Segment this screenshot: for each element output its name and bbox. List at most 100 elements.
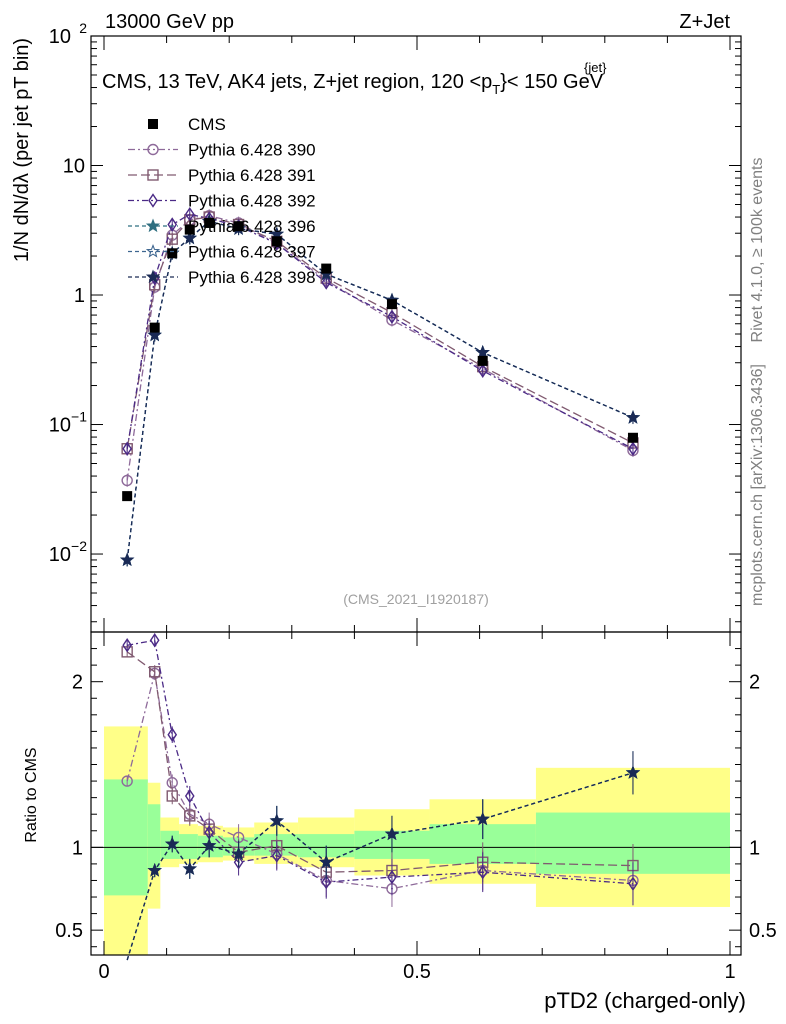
x-tick-label: 0.5 [403, 961, 431, 983]
ratio-point [628, 876, 638, 892]
legend-entry: Pythia 6.428 391 [128, 166, 316, 185]
x-tick-label: 0 [98, 961, 109, 983]
rivet-label: Rivet 4.1.0, ≥ 100k events [749, 158, 766, 343]
data-point [628, 441, 638, 457]
data-point [184, 207, 195, 222]
ratio-point [149, 666, 161, 678]
ratio-ylabel: Ratio to CMS [23, 747, 40, 842]
cms-point [204, 217, 215, 228]
ratio-point [122, 637, 133, 653]
data-point [182, 230, 197, 245]
legend-label: CMS [188, 115, 226, 134]
title-end: }< 150 GeV [500, 71, 604, 93]
ratio-point [167, 727, 178, 742]
cms-point [184, 224, 195, 235]
ratio-point [384, 826, 400, 841]
legend-entry: Pythia 6.428 390 [128, 141, 316, 160]
x-axis-label: pTD2 (charged-only) [544, 988, 746, 1013]
ratio-point [477, 864, 488, 880]
legend-marker [145, 243, 161, 258]
legend: CMS Pythia 6.428 390 Pythia 6.428 391 Pythi… [128, 115, 316, 287]
cms-point [233, 221, 244, 232]
ratio-point [269, 813, 284, 827]
ratio-line [126, 651, 634, 873]
ratio-point [184, 810, 196, 822]
y-tick-label: 1 [74, 285, 85, 307]
ylabel-text: 1/N dN/dλ (per jet pT bin) [11, 38, 33, 262]
cms-point [386, 299, 397, 310]
legend-label: Pythia 6.428 391 [188, 166, 316, 185]
ratio-tick-label-right: 1 [749, 837, 760, 859]
series-line [126, 215, 634, 481]
cms-point [321, 263, 332, 274]
data-point [387, 309, 397, 324]
legend-marker [145, 269, 161, 284]
legend-marker [147, 169, 159, 181]
legend-marker [145, 218, 161, 233]
title-sup: {jet} [584, 60, 607, 75]
legend-entry: Pythia 6.428 392 [128, 192, 316, 211]
chart-title: CMS, 13 TeV, AK4 jets, Z+jet region, 120… [102, 71, 604, 97]
legend-label: Pythia 6.428 397 [188, 243, 316, 262]
legend-label: Pythia 6.428 398 [188, 268, 316, 287]
ratio-series-6 [126, 751, 641, 961]
ratio-point [475, 811, 490, 826]
ratio-point [319, 854, 334, 869]
data-point [147, 327, 162, 342]
data-point [477, 363, 488, 379]
ratio-tick-label-right: 0.5 [749, 920, 777, 942]
series-line [126, 220, 634, 561]
cms-point [122, 491, 133, 502]
cms-series [122, 217, 638, 502]
ratio-point [233, 854, 244, 870]
header-process: Z+Jet [679, 11, 730, 33]
legend-marker [148, 193, 158, 208]
cms-point [627, 432, 638, 443]
stat-band [298, 834, 355, 858]
ratio-point [271, 848, 282, 863]
analysis-id: (CMS_2021_I1920187) [343, 591, 489, 607]
legend-marker [147, 143, 159, 156]
ratio-tick-label: 1 [72, 837, 83, 859]
mcplots-label: mcplots.cern.ch [arXiv:1306.3436] [749, 364, 766, 606]
data-point [120, 552, 135, 567]
ratio-point [121, 775, 133, 787]
legend-label: Pythia 6.428 390 [188, 141, 316, 160]
ratio-point [147, 862, 162, 877]
ratio-line [126, 772, 634, 961]
legend-marker [148, 119, 158, 129]
y-tick-exp: −1 [71, 409, 87, 425]
stat-band [147, 804, 161, 869]
data-point [321, 275, 332, 290]
x-tick-label: 1 [724, 961, 735, 983]
ratio-point [625, 765, 641, 779]
ratio-tick-label-right: 2 [749, 672, 760, 694]
y-tick-exp: 2 [79, 20, 87, 36]
ratio-point [149, 633, 160, 648]
ratio-point [165, 836, 180, 851]
title-sub: T [492, 82, 500, 97]
legend-label: Pythia 6.428 396 [188, 217, 316, 236]
ratio-bands [91, 726, 741, 955]
ratio-point [231, 846, 246, 860]
ratio-point [166, 790, 178, 802]
cms-point [477, 355, 488, 366]
ratio-tick-label: 0.5 [55, 920, 83, 942]
y-tick-label: 10 [49, 26, 71, 48]
legend-entry: CMS [148, 115, 226, 134]
data-point [167, 217, 178, 232]
title-main: CMS, 13 TeV, AK4 jets, Z+jet region, 120… [102, 71, 492, 93]
data-point [475, 345, 490, 359]
y-tick-label: 10 [49, 544, 71, 566]
main-ylabel: 1/N dN/dλ (per jet pT bin) [11, 38, 33, 262]
stat-band [179, 834, 198, 859]
ratio-point [182, 861, 197, 875]
data-point [122, 441, 133, 457]
ratio-point [184, 788, 195, 804]
cms-point [149, 322, 160, 333]
stat-band [254, 834, 299, 856]
main-series [120, 207, 641, 567]
cms-point [167, 248, 178, 259]
